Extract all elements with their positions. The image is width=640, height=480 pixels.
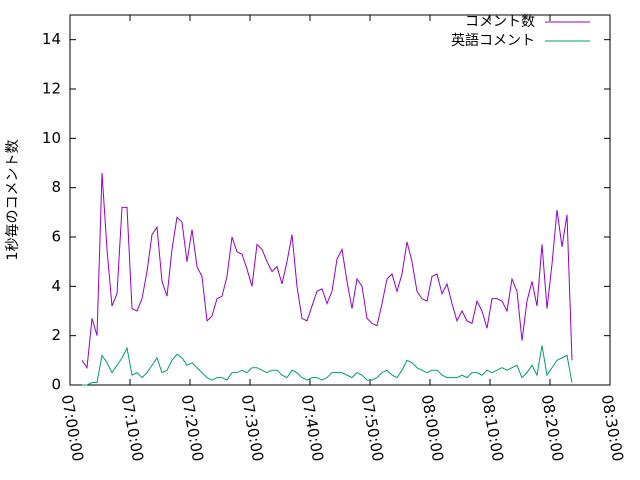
x-tick-label: 08:10:00 [478,393,507,462]
x-tick-label: 07:40:00 [298,393,327,462]
y-tick-label: 6 [51,228,61,246]
legend-label: 英語コメント [451,32,535,49]
series-line [81,172,573,370]
y-tick-label: 12 [42,80,61,98]
series-line [82,345,573,386]
y-tick-label: 8 [51,178,61,196]
y-tick-label: 14 [42,30,61,48]
x-tick-label: 07:30:00 [238,393,267,462]
legend-label: コメント数 [465,14,535,30]
x-tick-label: 07:00:00 [58,393,87,462]
y-axis-label: 1秒毎のコメント数 [5,140,21,261]
y-tick-label: 0 [51,376,61,394]
x-tick-label: 08:20:00 [538,393,567,462]
x-tick-label: 08:00:00 [418,393,447,462]
x-tick-label: 08:30:00 [598,393,627,462]
plot-border [69,14,611,386]
y-tick-label: 10 [42,129,61,147]
y-tick-label: 2 [51,326,61,344]
y-tick-label: 4 [51,277,61,295]
x-tick-label: 07:50:00 [358,393,387,462]
x-tick-label: 07:20:00 [178,393,207,462]
x-tick-label: 07:10:00 [118,393,147,462]
